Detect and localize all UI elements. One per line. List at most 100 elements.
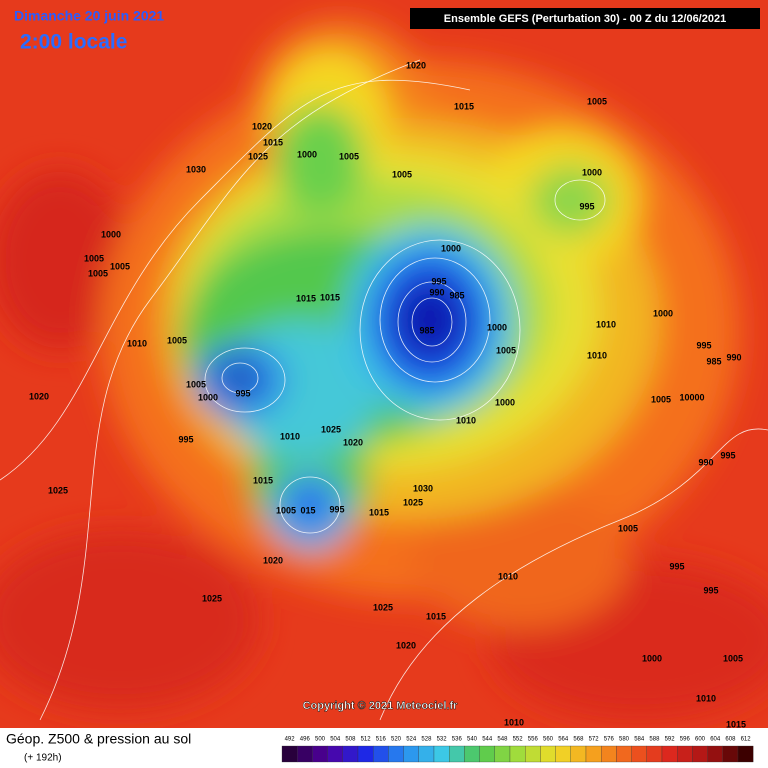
scale-tick-label: 572 — [589, 737, 600, 743]
scale-cell — [357, 745, 374, 763]
isobar-label: 985 — [449, 290, 464, 300]
isobar-label: 1025 — [321, 424, 341, 434]
scale-tick-label: 604 — [710, 737, 721, 743]
isobar-label: 995 — [431, 276, 446, 286]
isobar-label: 995 — [720, 450, 735, 460]
isobar-label: 1025 — [373, 602, 393, 612]
isobar-labels: 1020 1015 1005 1020 1015 1025 1000 1005 1030 1005… — [29, 60, 746, 729]
run-box — [410, 8, 760, 29]
isobar-label: 995 — [696, 340, 711, 350]
isobar-label: 1000 — [653, 308, 673, 318]
scale-tick-label: 524 — [406, 737, 417, 743]
isobar-label: 1010 — [696, 693, 716, 703]
scale-cell — [722, 745, 739, 763]
scale-tick-label: 492 — [285, 737, 296, 743]
isobars — [0, 59, 768, 721]
isobar-label: 985 — [419, 325, 434, 335]
scale-tick-label: 520 — [391, 737, 402, 743]
scale-cell — [312, 745, 328, 763]
isobar-label: 1010 — [498, 571, 518, 581]
scale-cell — [570, 745, 587, 763]
isobar-label: 1005 — [723, 653, 743, 663]
isobar-label: 1010 — [596, 319, 616, 329]
isobar-label: 1000 — [441, 243, 461, 253]
scale-tick-label: 532 — [437, 737, 448, 743]
isobar-label: 1020 — [29, 391, 49, 401]
scale-cell — [464, 745, 480, 763]
isobar-label: 1000 — [198, 392, 218, 402]
isobar-label: 1010 — [587, 350, 607, 360]
scale-cell — [661, 745, 678, 763]
scale-tick-label: 556 — [528, 737, 539, 743]
scale-tick-label: 568 — [573, 737, 584, 743]
scale-cell — [342, 745, 359, 763]
isobar-label: 1025 — [403, 497, 423, 507]
isobar-label: 995 — [703, 585, 718, 595]
scale-tick-label: 592 — [665, 737, 676, 743]
scale-tick-label: 544 — [482, 737, 493, 743]
isobar-label: 1005 — [587, 96, 607, 106]
isobar-label: 995 — [669, 561, 684, 571]
isobar-label: 985 — [706, 356, 721, 366]
isobar-label: 1005 — [339, 151, 359, 161]
isobar-label: 1015 — [296, 293, 316, 303]
copyright: Copyright © 2021 Meteociel.fr — [303, 700, 459, 712]
scale-cell — [555, 745, 571, 763]
scale-cell — [373, 745, 389, 763]
isobar-label: 1015 — [320, 292, 340, 302]
isobar-label: 10000 — [679, 392, 704, 402]
scale-tick-label: 540 — [467, 737, 478, 743]
run-label: Ensemble GEFS (Perturbation 30) - 00 Z d… — [444, 13, 726, 25]
isobar-label: 1015 — [253, 475, 273, 485]
scale-tick-label: 512 — [361, 737, 372, 743]
isobar-label: 990 — [726, 352, 741, 362]
footer-lead: (+ 192h) — [24, 753, 62, 764]
scale-cell — [388, 745, 404, 763]
isobar-label: 990 — [698, 457, 713, 467]
isobar-label: 1010 — [280, 431, 300, 441]
isobar-label: 1015 — [726, 719, 746, 729]
isobar-label: 1030 — [413, 483, 433, 493]
scale-tick-label: 536 — [452, 737, 463, 743]
scale-cell — [327, 745, 343, 763]
scale-tick-label: 528 — [421, 737, 432, 743]
scale-cell — [449, 745, 465, 763]
color-scale: 492 496 500 504 508 512 516 520 524 528 532 536 540 5… — [281, 737, 754, 763]
isobar-label: 1020 — [252, 121, 272, 131]
scale-tick-label: 576 — [604, 737, 615, 743]
scale-cell — [601, 745, 617, 763]
isobar-label: 995 — [235, 388, 250, 398]
map: 1020 1015 1005 1020 1015 1025 1000 1005 1030 1005… — [0, 0, 768, 729]
isobar-label: 1005 — [392, 169, 412, 179]
isobar-label: 1025 — [248, 151, 268, 161]
scale-tick-label: 588 — [649, 737, 660, 743]
isobar-label: 1000 — [642, 653, 662, 663]
isobar-label: 1030 — [186, 164, 206, 174]
scale-cell — [297, 745, 313, 763]
isobar-label: 1005 — [110, 261, 130, 271]
isobar-label: 1010 — [504, 717, 524, 727]
scale-tick-label: 596 — [680, 737, 691, 743]
isobar-label: 1020 — [343, 437, 363, 447]
scale-tick-label: 552 — [513, 737, 524, 743]
isobar-label: 1005 — [276, 505, 296, 515]
isobar-label: 1000 — [101, 229, 121, 239]
scale-cell — [418, 745, 435, 763]
isobar-label: 1015 — [426, 611, 446, 621]
isobar-label: 1005 — [167, 335, 187, 345]
isobar-label: 1020 — [396, 640, 416, 650]
isobar-label: 1000 — [487, 322, 507, 332]
scale-cell — [509, 745, 526, 763]
scale-tick-label: 564 — [558, 737, 569, 743]
scale-cell — [677, 745, 693, 763]
isobar-label: 1005 — [186, 379, 206, 389]
isobar-label: 995 — [178, 434, 193, 444]
date-label: Dimanche 20 juin 2021 — [14, 8, 164, 24]
isobar-label: 1015 — [454, 101, 474, 111]
isobar-label: 1000 — [582, 167, 602, 177]
scale-cell — [631, 745, 647, 763]
footer-title: Géop. Z500 & pression au sol — [6, 731, 191, 747]
geopotential-field — [0, 20, 768, 720]
isobar-label: 995 — [329, 504, 344, 514]
